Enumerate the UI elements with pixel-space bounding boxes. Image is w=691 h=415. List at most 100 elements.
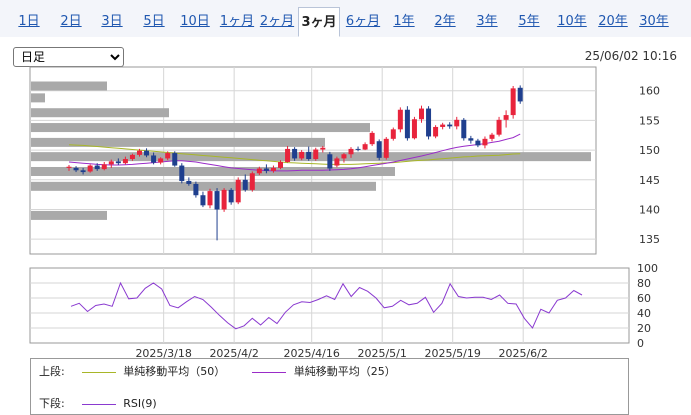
rsi-pane-frame — [29, 267, 630, 344]
candle-body — [151, 155, 157, 163]
volume-profile-bar — [31, 166, 395, 176]
volume-profile-bar — [31, 93, 45, 103]
chart-legend: 上段: 単純移動平均（50） 単純移動平均（25） 下段: RSI(9) — [30, 358, 629, 415]
candle-body — [94, 165, 100, 170]
rsi-tick-label: 20 — [637, 322, 651, 335]
candle-body — [158, 158, 164, 163]
candle-body — [73, 167, 79, 171]
tab-7[interactable]: 3ヶ月 — [298, 7, 340, 37]
legend-rsi-label: RSI(9) — [123, 397, 157, 410]
price-tick-label: 135 — [639, 233, 660, 246]
candle-body — [503, 115, 509, 120]
candle-body — [426, 108, 432, 137]
x-tick-label: 2025/3/18 — [135, 347, 191, 360]
candle-body — [80, 170, 86, 173]
sma50-line — [68, 144, 521, 165]
candle-body — [341, 154, 347, 159]
rsi-tick-label: 60 — [637, 292, 651, 305]
tab-13[interactable]: 10年 — [557, 14, 587, 29]
candle-body — [447, 124, 453, 127]
x-tick-label: 2025/5/1 — [357, 347, 406, 360]
tab-1[interactable]: 2日 — [60, 14, 82, 29]
volume-profile-bar — [31, 210, 107, 220]
candle-body — [433, 126, 439, 137]
candle-body — [299, 151, 305, 159]
candle-body — [256, 168, 262, 174]
volume-profile-bar — [31, 108, 169, 118]
tab-0[interactable]: 1日 — [18, 14, 40, 29]
tab-5[interactable]: 1ヶ月 — [219, 14, 255, 29]
candle-body — [249, 173, 255, 190]
price-tick-label: 140 — [639, 203, 660, 216]
candle-body — [221, 189, 227, 210]
candle-body — [510, 88, 516, 116]
candle-body — [482, 138, 488, 146]
volume-profile-bar — [31, 123, 370, 133]
candle-body — [313, 149, 319, 160]
price-tick-label: 150 — [639, 144, 660, 157]
rsi-line — [70, 281, 583, 330]
candle-body — [355, 148, 361, 150]
tab-14[interactable]: 20年 — [598, 14, 628, 29]
rsi-tick-label: 40 — [637, 307, 651, 320]
candle-body — [411, 119, 417, 139]
candle-body — [66, 166, 72, 168]
candle-body — [278, 161, 283, 168]
rsi-tick-label: 80 — [637, 277, 651, 290]
tab-4[interactable]: 10日 — [180, 14, 210, 29]
tab-6[interactable]: 2ヶ月 — [259, 14, 295, 29]
legend-sma25-label: 単純移動平均（25） — [293, 365, 396, 378]
legend-rsi-swatch — [81, 403, 116, 405]
candle-body — [179, 165, 185, 181]
candle-body — [468, 138, 474, 141]
candle-body — [348, 148, 354, 155]
tab-12[interactable]: 5年 — [518, 14, 540, 29]
candle-body — [228, 189, 234, 203]
candle-body — [115, 161, 121, 164]
candle-body — [404, 109, 410, 139]
x-tick-label: 2025/5/19 — [424, 347, 480, 360]
tab-11[interactable]: 3年 — [476, 14, 498, 29]
candle-body — [87, 165, 93, 172]
candle-body — [193, 183, 199, 196]
candle-body — [419, 108, 424, 120]
candle-body — [496, 119, 502, 135]
candle-body — [475, 140, 481, 146]
x-tick-label: 2025/4/2 — [209, 347, 258, 360]
candle-body — [285, 148, 291, 162]
candle-body — [517, 87, 523, 102]
candle-body — [461, 119, 467, 139]
volume-profile-bar — [31, 181, 376, 191]
candle-body — [172, 153, 178, 166]
candle-body — [263, 168, 269, 171]
candle-body — [122, 159, 128, 164]
candle-body — [489, 134, 495, 139]
legend-sma50-swatch — [81, 371, 116, 373]
price-tick-label: 155 — [639, 114, 660, 127]
candle-body — [334, 158, 340, 166]
tab-9[interactable]: 1年 — [393, 14, 415, 29]
legend-lower-row: 下段: RSI(9) — [39, 395, 157, 411]
candle-body — [235, 179, 241, 203]
candle-body — [200, 195, 206, 206]
candle-body — [362, 144, 368, 150]
period-tab-bar: 1日 2日 3日 5日 10日 1ヶ月 2ヶ月 3ヶ月 6ヶ月 1年 2年 3年 5年 10年 20年 30年 — [0, 0, 691, 38]
rsi-tick-label: 100 — [637, 262, 658, 275]
candle-body — [327, 154, 333, 169]
candle-body — [242, 179, 248, 190]
candle-body — [320, 147, 326, 150]
tab-8[interactable]: 6ヶ月 — [345, 14, 381, 29]
tab-3[interactable]: 5日 — [143, 14, 165, 29]
tab-10[interactable]: 2年 — [434, 14, 456, 29]
tab-2[interactable]: 3日 — [101, 14, 123, 29]
rsi-tick-label: 0 — [637, 337, 644, 350]
legend-upper-row: 上段: 単純移動平均（50） 単純移動平均（25） — [39, 363, 396, 379]
candle-body — [306, 151, 312, 160]
candle-body — [390, 129, 396, 139]
candle-body — [137, 150, 142, 155]
tab-15[interactable]: 30年 — [639, 14, 669, 29]
period-select[interactable]: 日足 — [13, 47, 124, 67]
legend-lower-label: 下段: — [39, 397, 65, 410]
candle-body — [440, 124, 446, 127]
